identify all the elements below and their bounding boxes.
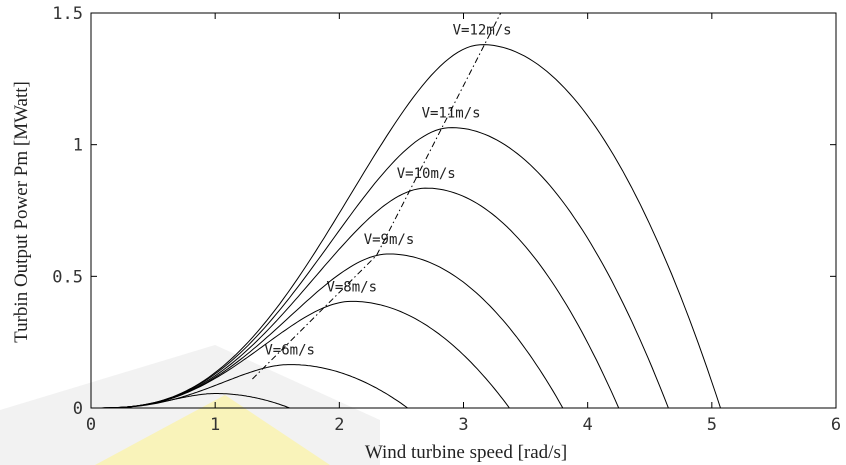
x-tick-label: 6 xyxy=(831,415,841,435)
series-label: V=6m/s xyxy=(264,343,315,359)
series-label: V=9m/s xyxy=(364,232,415,248)
series-label: V=10m/s xyxy=(397,166,456,182)
x-tick-label: 4 xyxy=(583,415,593,435)
x-tick-label: 5 xyxy=(707,415,717,435)
x-tick-label: 2 xyxy=(334,415,344,435)
max-power-point-line xyxy=(252,12,502,380)
axes: 0 1 2 3 4 5 6 0 0.5 1 1.5 xyxy=(52,4,841,435)
x-tick-label: 0 xyxy=(86,415,96,435)
x-tick-label: 1 xyxy=(210,415,220,435)
y-tick-label: 0.5 xyxy=(52,267,83,287)
x-tick-label: 3 xyxy=(458,415,468,435)
y-tick-label: 1 xyxy=(73,136,83,156)
plot-area: V=6m/s V=8m/s V=9m/s V=10m/s V=11m/s V=12m/s xyxy=(97,12,836,409)
power-curve-v-12m-s xyxy=(97,44,836,409)
power-curve-v-11m-s xyxy=(97,127,836,409)
series-label: V=11m/s xyxy=(422,106,481,122)
x-axis-title: Wind turbine speed [rad/s] xyxy=(365,442,567,463)
y-tick-label: 1.5 xyxy=(52,4,83,24)
series-label: V=12m/s xyxy=(453,23,512,39)
watermark xyxy=(0,345,380,465)
power-curve-v-10m-s xyxy=(97,187,836,409)
y-tick-label: 0 xyxy=(73,399,83,419)
series-label: V=8m/s xyxy=(326,279,377,295)
y-axis-title: Turbin Output Power Pm [MWatt] xyxy=(11,81,32,343)
